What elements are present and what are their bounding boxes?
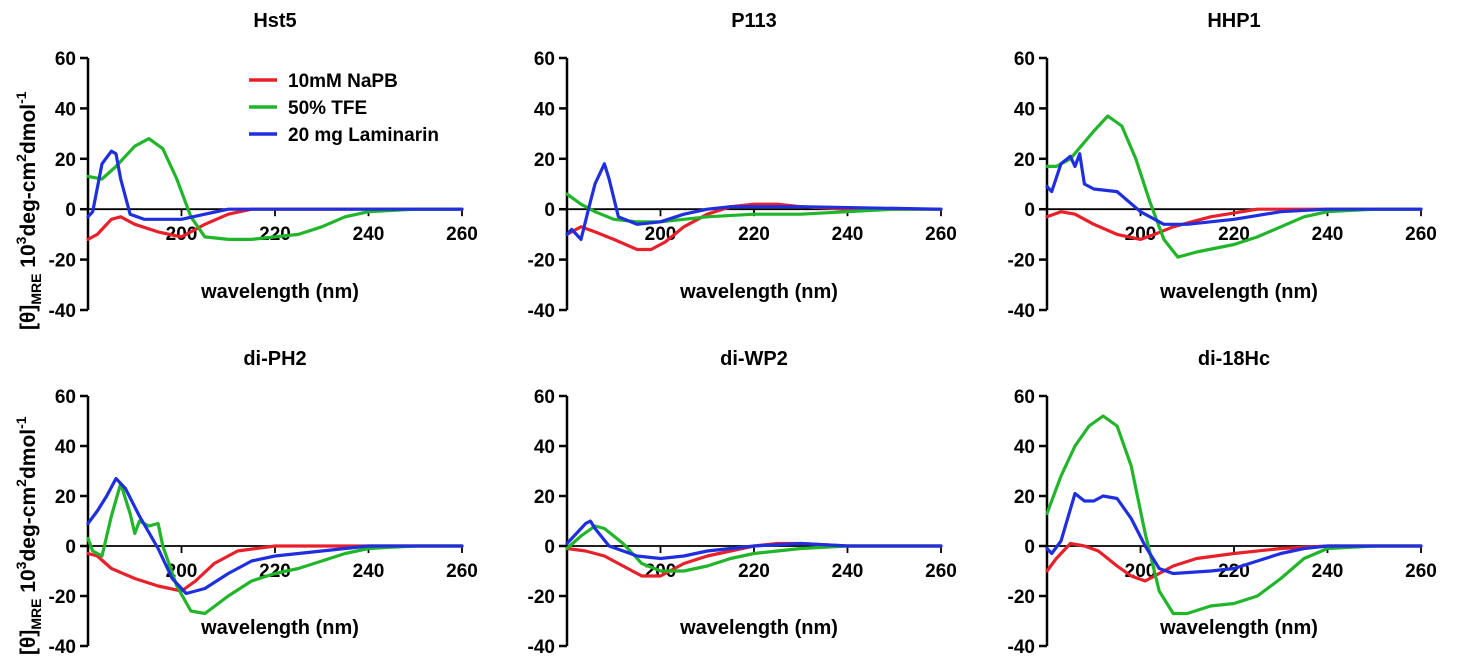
x-tick-label: 260	[925, 224, 957, 245]
y-tick-label: 40	[55, 99, 76, 120]
x-tick-label: 240	[353, 224, 385, 245]
y-tick-label: 20	[534, 150, 555, 171]
series-line-blue	[565, 519, 943, 561]
series-line-green	[565, 524, 943, 573]
series-line-blue	[565, 162, 943, 241]
y-tick-label: -20	[49, 587, 76, 608]
y-tick-label: 0	[544, 537, 555, 558]
x-tick-label: 260	[446, 224, 478, 245]
y-tick-label: 60	[1014, 387, 1035, 408]
y-tick-label: 60	[534, 387, 555, 408]
x-tick-label: 240	[1312, 224, 1344, 245]
y-tick-label: -40	[528, 637, 555, 657]
x-tick-label: 260	[925, 561, 957, 582]
series-line-green	[1045, 114, 1423, 259]
x-tick-label: 240	[353, 561, 385, 582]
y-tick-label: 20	[55, 150, 76, 171]
x-tick-label: 240	[832, 561, 864, 582]
x-tick-label: 200	[1125, 224, 1157, 245]
series-line-green	[86, 481, 464, 616]
y-tick-label: 60	[55, 49, 76, 70]
series-line-blue	[1045, 152, 1423, 226]
series-line-red	[86, 544, 464, 593]
x-axis-label: wavelength (nm)	[200, 281, 359, 303]
series-line-blue	[86, 476, 464, 596]
series-line-blue	[86, 149, 464, 221]
x-tick-label: 220	[738, 561, 770, 582]
x-tick-label: 220	[738, 224, 770, 245]
x-tick-label: 200	[645, 224, 677, 245]
y-tick-label: 0	[1024, 537, 1035, 558]
y-tick-label: 20	[1014, 150, 1035, 171]
panel-p113: P113 -40 -20 0 20 40 60 200 220 240 260 wavelength …	[528, 10, 957, 322]
y-tick-label: -20	[528, 587, 555, 608]
y-axis-label-bottom: [θ]MRE 103deg-cm2dmol-1	[13, 416, 44, 655]
x-tick-label: 260	[446, 561, 478, 582]
x-axis-label: wavelength (nm)	[200, 617, 359, 639]
y-tick-label: 60	[534, 49, 555, 70]
series-line-red	[1045, 541, 1423, 583]
x-tick-label: 200	[166, 224, 198, 245]
legend: 10mM NaPB 50% TFE 20 mg Laminarin	[249, 71, 439, 146]
y-tick-label: 40	[534, 99, 555, 120]
y-tick-label: 40	[1014, 99, 1035, 120]
panel-title: di-WP2	[720, 348, 788, 370]
y-tick-label: -40	[1008, 637, 1035, 657]
y-tick-label: 0	[544, 200, 555, 221]
x-tick-label: 220	[259, 224, 291, 245]
x-tick-label: 240	[1312, 561, 1344, 582]
panel-title: HHP1	[1207, 10, 1260, 32]
y-tick-label: -40	[49, 301, 76, 322]
y-tick-label: 60	[1014, 49, 1035, 70]
x-tick-label: 260	[1405, 561, 1437, 582]
y-tick-label: -20	[528, 251, 555, 272]
series-line-green	[565, 192, 943, 224]
y-axis-label-top: [θ]MRE 103deg-cm2dmol-1	[13, 91, 44, 330]
x-axis-label: wavelength (nm)	[1159, 617, 1318, 639]
x-axis-label: wavelength (nm)	[679, 617, 838, 639]
series-line-green	[1045, 414, 1423, 616]
series-line-red	[1045, 207, 1423, 241]
y-tick-label: 60	[55, 387, 76, 408]
legend-label: 20 mg Laminarin	[288, 125, 439, 146]
y-tick-label: 0	[65, 200, 76, 221]
x-tick-label: 260	[1405, 224, 1437, 245]
x-axis-label: wavelength (nm)	[1159, 281, 1318, 303]
x-tick-label: 220	[1218, 224, 1250, 245]
y-tick-label: 40	[55, 437, 76, 458]
y-tick-label: 20	[534, 487, 555, 508]
y-tick-label: -20	[49, 251, 76, 272]
y-tick-label: -40	[528, 301, 555, 322]
legend-label: 50% TFE	[288, 98, 367, 119]
y-tick-label: 20	[1014, 487, 1035, 508]
panel-title: di-18Hc	[1198, 348, 1270, 370]
y-tick-label: -40	[1008, 301, 1035, 322]
series-line-blue	[1045, 491, 1423, 576]
x-tick-label: 240	[832, 224, 864, 245]
panel-title: P113	[731, 10, 777, 32]
y-tick-label: 20	[55, 487, 76, 508]
y-tick-label: -20	[1008, 587, 1035, 608]
panel-hhp1: HHP1 -40 -20 0 20 40 60 200 220 240 260 wavelength …	[1008, 10, 1437, 322]
legend-label: 10mM NaPB	[288, 71, 398, 92]
y-tick-label: -40	[49, 637, 76, 657]
panel-hst5: Hst5 -40 -20 0 20 40 60 200 220 240 260 wavelength …	[49, 10, 478, 322]
y-tick-label: 40	[534, 437, 555, 458]
y-tick-label: -20	[1008, 251, 1035, 272]
panel-title: di-PH2	[243, 348, 306, 370]
y-tick-label: 0	[65, 537, 76, 558]
panel-title: Hst5	[253, 10, 296, 32]
y-tick-label: 0	[1024, 200, 1035, 221]
y-tick-label: 40	[1014, 437, 1035, 458]
series-line-green	[86, 137, 464, 241]
x-axis-label: wavelength (nm)	[679, 281, 838, 303]
